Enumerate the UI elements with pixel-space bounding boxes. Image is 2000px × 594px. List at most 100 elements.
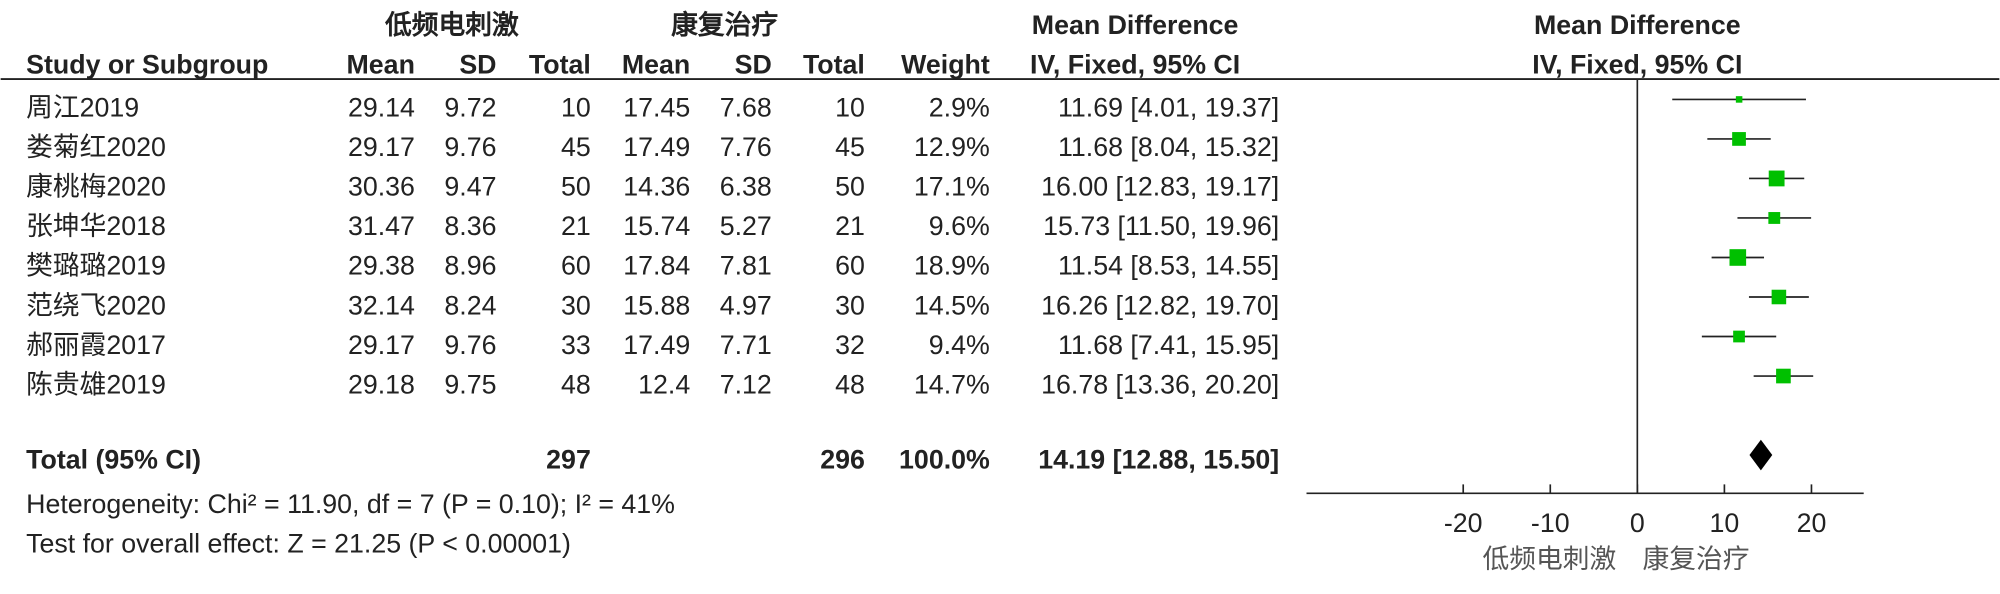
study-n2: 32	[835, 330, 865, 360]
study-n1: 30	[561, 290, 591, 320]
study-sd2: 7.71	[720, 330, 772, 360]
column-header: Total	[803, 49, 865, 79]
study-sd2: 5.27	[720, 211, 772, 241]
favours-label: 康复治疗	[1642, 544, 1749, 574]
study-weight-label: 17.1%	[914, 172, 990, 202]
study-mean2: 15.88	[623, 290, 690, 320]
study-name: 康桃梅2020	[26, 172, 166, 202]
study-sd2: 7.81	[720, 251, 772, 281]
column-header: Mean	[622, 49, 690, 79]
study-mean2: 12.4	[638, 369, 690, 399]
study-sd1: 8.96	[444, 251, 496, 281]
study-sd1: 8.36	[444, 211, 496, 241]
study-mean1: 29.18	[348, 369, 415, 399]
column-header: Total	[529, 49, 591, 79]
effect-header: Mean Difference	[1032, 10, 1239, 40]
favours-label: 低频电刺激	[1483, 544, 1617, 574]
effect-square	[1771, 289, 1787, 305]
footnote: Heterogeneity: Chi² = 11.90, df = 7 (P =…	[26, 489, 675, 519]
study-mean2: 15.74	[623, 211, 690, 241]
study-mean1: 29.17	[348, 132, 415, 162]
study-sd1: 9.47	[444, 172, 496, 202]
plot-header: Mean Difference	[1534, 10, 1741, 40]
study-sd1: 9.76	[444, 330, 496, 360]
study-mean2: 17.49	[623, 330, 690, 360]
effect-square	[1768, 170, 1785, 187]
column-header: SD	[735, 49, 772, 79]
plot-header: IV, Fixed, 95% CI	[1532, 49, 1742, 79]
study-mean1: 31.47	[348, 211, 415, 241]
study-name: 娄菊红2020	[26, 132, 166, 162]
study-ci: 11.54 [8.53, 14.55]	[1058, 251, 1279, 281]
total-n1: 297	[546, 444, 591, 474]
study-weight-label: 9.6%	[929, 211, 990, 241]
study-name: 郝丽霞2017	[26, 330, 166, 360]
column-header: SD	[459, 49, 496, 79]
study-n2: 50	[835, 172, 865, 202]
study-n2: 45	[835, 132, 865, 162]
study-mean2: 17.45	[623, 93, 690, 123]
study-ci: 16.26 [12.82, 19.70]	[1041, 290, 1279, 320]
study-weight-label: 14.7%	[914, 369, 990, 399]
study-n1: 10	[561, 93, 591, 123]
study-ci: 11.68 [8.04, 15.32]	[1058, 132, 1279, 162]
study-sd2: 7.68	[720, 93, 772, 123]
total-name: Total (95% CI)	[26, 444, 201, 474]
group-label: 低频电刺激	[384, 9, 519, 40]
study-n1: 21	[561, 211, 591, 241]
study-weight-label: 14.5%	[914, 290, 990, 320]
study-n1: 60	[561, 251, 591, 281]
study-mean1: 29.38	[348, 251, 415, 281]
study-sd2: 7.12	[720, 369, 772, 399]
study-ci: 16.78 [13.36, 20.20]	[1041, 369, 1279, 399]
study-weight-label: 18.9%	[914, 251, 990, 281]
effect-header: IV, Fixed, 95% CI	[1030, 49, 1240, 79]
footnote: Test for overall effect: Z = 21.25 (P < …	[26, 529, 571, 559]
study-ci: 15.73 [11.50, 19.96]	[1043, 211, 1279, 241]
study-weight-label: 2.9%	[929, 93, 990, 123]
effect-square	[1735, 96, 1743, 103]
effect-square	[1729, 249, 1747, 266]
study-n2: 21	[835, 211, 865, 241]
total-diamond	[1749, 439, 1773, 471]
study-mean1: 30.36	[348, 172, 415, 202]
study-mean1: 29.14	[348, 93, 415, 123]
column-header: Weight	[901, 49, 990, 79]
study-ci: 11.68 [7.41, 15.95]	[1058, 330, 1279, 360]
study-n1: 48	[561, 369, 591, 399]
study-mean2: 17.49	[623, 132, 690, 162]
total-ci: 14.19 [12.88, 15.50]	[1038, 444, 1279, 474]
study-ci: 11.69 [4.01, 19.37]	[1058, 93, 1279, 123]
study-name: 范绕飞2020	[26, 290, 166, 320]
effect-square	[1733, 330, 1745, 343]
study-sd1: 8.24	[444, 290, 496, 320]
x-tick-label: -20	[1444, 508, 1483, 538]
study-name: 张坤华2018	[26, 211, 166, 241]
x-tick-label: 20	[1797, 508, 1827, 538]
total-weight: 100.0%	[899, 444, 990, 474]
study-n1: 33	[561, 330, 591, 360]
study-n1: 45	[561, 132, 591, 162]
study-weight-label: 12.9%	[914, 132, 990, 162]
x-tick-label: -10	[1531, 508, 1570, 538]
study-ci: 16.00 [12.83, 19.17]	[1041, 172, 1279, 202]
group-label: 康复治疗	[671, 9, 778, 40]
x-tick-label: 0	[1630, 508, 1645, 538]
study-name: 樊璐璐2019	[26, 251, 166, 281]
study-name: 周江2019	[26, 93, 139, 123]
study-n2: 60	[835, 251, 865, 281]
study-n2: 30	[835, 290, 865, 320]
x-tick-label: 10	[1710, 508, 1740, 538]
study-weight-label: 9.4%	[929, 330, 990, 360]
study-mean1: 29.17	[348, 330, 415, 360]
effect-square	[1768, 212, 1781, 224]
study-sd2: 6.38	[720, 172, 772, 202]
effect-square	[1732, 132, 1746, 146]
effect-square	[1776, 368, 1791, 384]
study-mean2: 14.36	[623, 172, 690, 202]
column-header: Mean	[347, 49, 415, 79]
study-n2: 48	[835, 369, 865, 399]
study-sd1: 9.76	[444, 132, 496, 162]
study-sd2: 7.76	[720, 132, 772, 162]
